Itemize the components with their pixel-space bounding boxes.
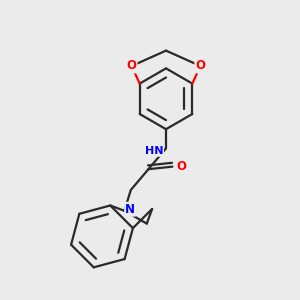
Text: O: O (127, 59, 137, 73)
Text: O: O (176, 160, 186, 173)
Text: O: O (195, 59, 205, 73)
Text: HN: HN (145, 146, 163, 156)
Text: N: N (125, 203, 135, 216)
